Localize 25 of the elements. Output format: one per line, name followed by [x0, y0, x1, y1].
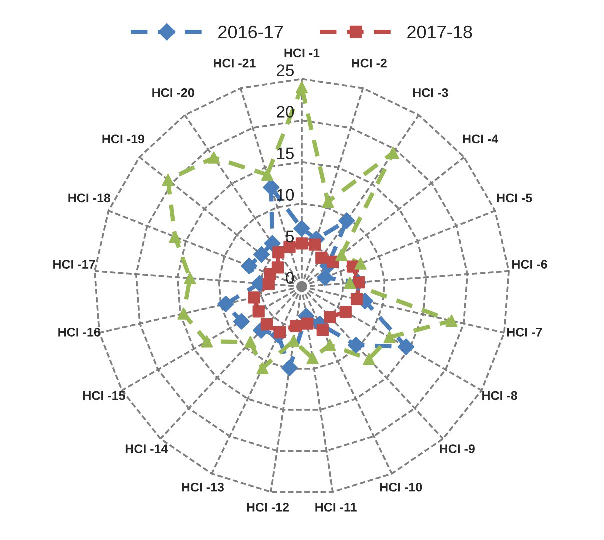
spoke-label: HCI -15: [84, 391, 126, 400]
spoke-label: HCI -17: [54, 260, 96, 269]
spoke-label: HCI -13: [182, 482, 224, 492]
spoke-label: HCI -1: [284, 48, 320, 58]
spoke-label: HCI -3: [413, 88, 448, 98]
spoke-label: HCI -7: [507, 328, 542, 337]
spoke-label: HCI -18: [68, 194, 111, 203]
spoke-label: HCI -4: [463, 134, 499, 144]
legend-label: 2016-17: [218, 26, 284, 39]
spoke-label: HCI -5: [497, 194, 532, 203]
spoke-label: HCI -21: [214, 58, 256, 68]
spoke-label: HCI -10: [380, 482, 422, 492]
y-tick-label: 25: [277, 64, 294, 76]
spoke-label: HCI -19: [102, 134, 145, 144]
spoke-label: HCI -8: [482, 391, 518, 400]
spoke-label: HCI -6: [512, 260, 548, 269]
spoke-label: HCI -20: [152, 88, 194, 98]
spoke-label: HCI -12: [247, 503, 289, 512]
y-tick-label: 15: [277, 148, 294, 160]
y-tick-label: 5: [286, 230, 294, 243]
spoke-label: HCI -14: [126, 444, 168, 454]
spoke-label: HCI -2: [352, 58, 387, 68]
spoke-label: HCI -9: [440, 444, 475, 454]
legend-label: 2017-18: [408, 26, 472, 39]
spoke-label: HCI -11: [316, 503, 357, 512]
